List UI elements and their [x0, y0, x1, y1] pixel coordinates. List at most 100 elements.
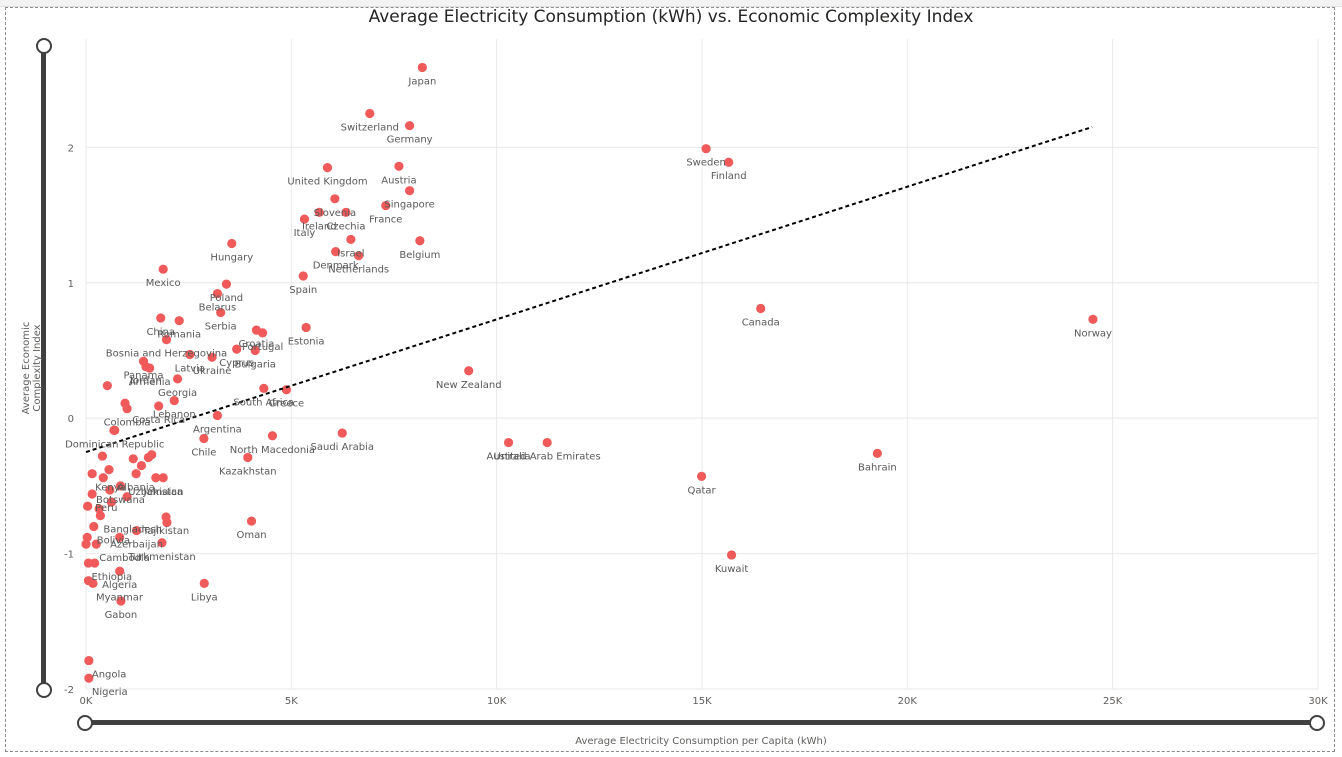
point-label: Tajikistan [142, 526, 189, 537]
point-label: South Africa [233, 397, 294, 408]
point-label: Azerbaijan [110, 540, 163, 551]
point-label: Spain [289, 285, 317, 296]
point-label: Dominican Republic [65, 439, 164, 450]
point-label: Belgium [399, 250, 440, 261]
point-label: France [369, 215, 402, 226]
point-label: Netherlands [328, 265, 389, 276]
point-label: Colombia [104, 418, 151, 429]
x-tick-label: 25K [1103, 696, 1123, 707]
data-point [726, 550, 737, 560]
x-zoom-slider-right-handle[interactable] [1309, 715, 1325, 731]
point-label: Italy [294, 228, 316, 239]
x-axis-zoom-slider[interactable] [84, 720, 1318, 725]
point-label: Estonia [288, 336, 325, 347]
y-axis-zoom-slider[interactable] [41, 45, 46, 690]
data-point [104, 465, 114, 475]
x-tick-label: 10K [487, 696, 507, 707]
data-point [1088, 314, 1098, 324]
top-ribbon-edge [0, 0, 1342, 7]
data-point [95, 511, 105, 521]
y-zoom-slider-bottom-handle[interactable] [36, 682, 52, 698]
point-label: Latvia [175, 364, 205, 375]
data-point [199, 578, 209, 588]
point-label: Qatar [688, 485, 717, 496]
data-point [207, 352, 217, 362]
data-point [330, 194, 340, 204]
data-point [147, 450, 157, 460]
data-point [154, 401, 164, 411]
data-point [417, 62, 427, 73]
point-label: Switzerland [341, 122, 399, 133]
data-point [122, 404, 132, 414]
data-point [259, 383, 269, 393]
data-point [97, 451, 108, 461]
data-point [83, 558, 94, 568]
data-point [212, 288, 223, 299]
point-label: Poland [210, 293, 243, 304]
point-label: Bulgaria [234, 359, 275, 370]
point-label: North Macedonia [230, 445, 315, 456]
data-point [354, 251, 364, 261]
data-point [158, 473, 168, 483]
point-label: Georgia [158, 388, 197, 399]
point-label: Cyprus [219, 358, 254, 369]
data-point [174, 316, 184, 326]
point-label: Germany [387, 135, 433, 146]
point-label: Botswana [96, 495, 145, 506]
data-point [267, 431, 278, 441]
point-label: Hungary [210, 252, 253, 263]
chart-title: Average Electricity Consumption (kWh) vs… [368, 7, 974, 27]
y-tick-label: 0 [68, 414, 74, 425]
data-point [89, 521, 99, 532]
x-tick-label: 15K [692, 696, 712, 707]
point-label: Gabon [105, 610, 138, 621]
point-label: Saudi Arabia [311, 442, 374, 453]
y-zoom-slider-top-handle[interactable] [36, 38, 52, 54]
data-point [87, 489, 97, 499]
point-label: Myanmar [96, 592, 144, 603]
data-point [212, 410, 223, 421]
data-point [84, 673, 94, 683]
data-point [172, 374, 183, 384]
data-point [221, 279, 232, 289]
point-label: Kuwait [715, 564, 748, 575]
x-tick-label: 30K [1308, 696, 1328, 707]
y-tick-label: 2 [68, 143, 74, 154]
data-point [110, 425, 120, 435]
data-point [98, 473, 108, 483]
data-point [115, 566, 125, 576]
x-zoom-slider-left-handle[interactable] [77, 715, 93, 731]
data-point [298, 271, 308, 281]
point-label: Kazakhstan [219, 466, 277, 477]
data-point [724, 157, 734, 167]
data-point [301, 322, 311, 333]
point-label: Lebanon [153, 410, 196, 421]
point-label: Canada [742, 317, 780, 328]
point-label: Singapore [384, 200, 434, 211]
data-point [257, 328, 268, 338]
point-label: United Kingdom [287, 177, 367, 188]
point-label: Jordan [129, 376, 162, 387]
data-point [131, 525, 142, 536]
point-label: Bosnia and Herzegovina [106, 349, 227, 360]
data-point [81, 539, 91, 549]
data-point [232, 344, 242, 354]
data-point [227, 238, 237, 249]
point-label: Ukraine [193, 366, 232, 377]
trend-line [85, 126, 1093, 453]
data-point [91, 539, 101, 549]
tick-labels: 0K 5K 10K 15K 20K 25K 30K -2 -1 0 1 2 [64, 143, 1328, 707]
data-point [250, 345, 260, 356]
point-label: Czechia [326, 221, 365, 232]
point-label: Turkmenistan [127, 552, 195, 563]
data-point [83, 501, 93, 511]
data-point [872, 448, 882, 458]
x-tick-label: 20K [898, 696, 918, 707]
point-label: Ireland [302, 221, 337, 232]
point-label: Japan [407, 76, 436, 87]
data-point [365, 108, 375, 119]
data-point [394, 161, 404, 171]
point-label: Jamaica [143, 487, 183, 498]
point-label: New Zealand [436, 380, 502, 391]
